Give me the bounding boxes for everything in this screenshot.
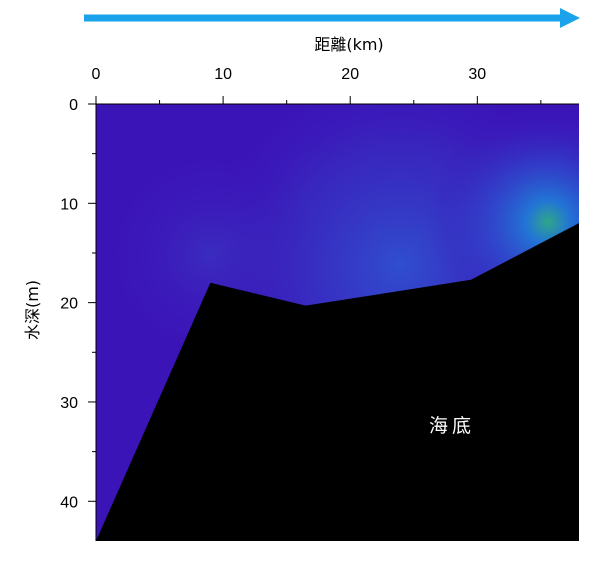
y-tick-label: 0 xyxy=(69,97,78,114)
x-tick-label: 10 xyxy=(214,66,232,83)
axes: 0 10 20 30 0 10 20 30 40 xyxy=(60,66,579,541)
y-tick-label: 20 xyxy=(60,296,78,313)
x-tick-label: 30 xyxy=(468,66,486,83)
y-tick-label: 30 xyxy=(60,395,78,412)
x-axis-title: 距離(km) xyxy=(314,35,383,54)
y-axis-title: 水深(m) xyxy=(23,280,42,340)
x-tick-label: 0 xyxy=(92,66,101,83)
seabed-label: 海底 xyxy=(429,415,475,437)
direction-arrow xyxy=(84,8,580,28)
y-tick-label: 40 xyxy=(60,494,78,511)
x-tick-label: 20 xyxy=(341,66,359,83)
plot-area xyxy=(96,104,579,541)
seabed xyxy=(96,223,579,541)
y-tick-label: 10 xyxy=(60,196,78,213)
